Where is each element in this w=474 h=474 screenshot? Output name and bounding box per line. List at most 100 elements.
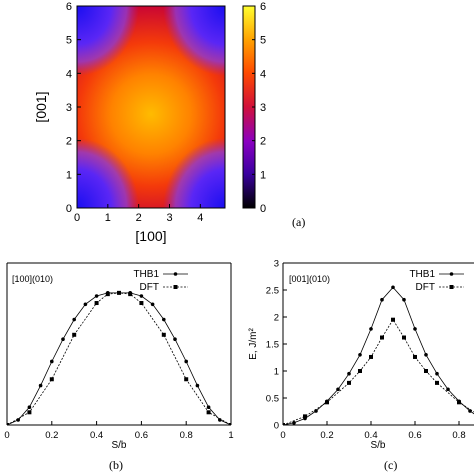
- colorbar-tick-label-4: 4: [260, 68, 266, 80]
- panel-c-ytick-label-4: 2: [274, 313, 279, 324]
- panel-b-series-thb1-point-16: [184, 359, 188, 364]
- panel-b-xtick-label-5: 1: [228, 430, 233, 441]
- panel-c-xtick-label-1: 0.2: [320, 430, 333, 441]
- heatmap-xtick-label-0: 0: [74, 212, 80, 224]
- panel-b-series-dft-point-8: [139, 301, 144, 306]
- panel-c-series-dft-point-9: [413, 354, 417, 359]
- panel-b-series-dft-point-12: [229, 423, 231, 425]
- panel-c-series-thb1-point-6: [347, 371, 351, 376]
- panel-c-series-thb1-point-9: [380, 297, 384, 302]
- panel-c-ytick-label-6: 3: [274, 259, 279, 270]
- panel-c-series-thb1-point-5: [336, 387, 340, 392]
- panel-b-series-thb1-line: [7, 292, 231, 425]
- heatmap-ytick-label-0: 0: [66, 203, 72, 215]
- panel-c-series-dft-point-1: [303, 414, 307, 419]
- panel-c-series-thb1-point-11: [402, 297, 406, 302]
- panel-c-series-thb1-point-14: [435, 371, 439, 376]
- panel-c-series-dft-point-8: [402, 335, 406, 340]
- heatmap-ytick-label-6: 6: [66, 1, 72, 13]
- panel-b-series-thb1-point-12: [139, 294, 144, 298]
- panel-c-series-thb1-point-7: [358, 353, 362, 357]
- panel-b-series-dft-point-6: [117, 290, 121, 295]
- heatmap-corner-low-br: [163, 138, 225, 208]
- panel-c-series-thb1-point-12: [413, 327, 417, 331]
- panel-label-c: (c): [384, 458, 397, 472]
- heatmap-field: [77, 6, 225, 208]
- panel-label-b: (b): [109, 458, 123, 472]
- panel-b-series-thb1-point-15: [173, 337, 177, 342]
- inset-label-b: [100](010): [12, 274, 53, 284]
- inset-label-c: [001](010): [289, 274, 330, 284]
- panel-b-series-dft-point-3: [72, 332, 77, 337]
- ylabel-c: E, J/m²: [248, 328, 259, 360]
- panel-b-series-thb1-point-14: [162, 317, 166, 322]
- panel-b-series-dft-line: [7, 292, 231, 425]
- panel-b-series-dft-point-5: [105, 292, 110, 297]
- legend-c-thb1-marker: [449, 272, 454, 276]
- heatmap-corner-low-bl: [77, 138, 139, 208]
- colorbar-tick-label-5: 5: [260, 35, 266, 47]
- panel-b-series-thb1-point-4: [50, 359, 54, 364]
- panel-b-series-thb1-point-3: [38, 383, 43, 388]
- heatmap-ytick-label-4: 4: [66, 68, 72, 80]
- xlabel-b: S/b: [111, 440, 126, 451]
- panel-b-series-thb1-point-5: [61, 337, 65, 342]
- colorbar-tick-label-0: 0: [260, 203, 266, 215]
- panel-b-xtick-label-2: 0.4: [90, 430, 103, 441]
- panel-c-ytick-label-1: 0.5: [266, 394, 279, 405]
- panel-c-series-dft-point-10: [424, 369, 428, 373]
- panel-b-series-dft-point-1: [27, 410, 32, 415]
- colorbar-tick-label-1: 1: [260, 169, 266, 181]
- panel-c-series-dft-point-12: [457, 400, 461, 405]
- legend-b-dft-marker: [173, 285, 178, 289]
- panel-b-series-dft-point-7: [128, 292, 133, 297]
- heatmap-xtick-label-4: 4: [197, 212, 203, 224]
- colorbar-tick-label-6: 6: [260, 1, 266, 13]
- legend-c-dft-marker: [449, 285, 454, 289]
- panel-c-xtick-label-0: 0: [280, 430, 285, 441]
- heatmap-ylabel: [001]: [33, 91, 49, 122]
- panel-b-xtick-label-3: 0.6: [135, 430, 148, 441]
- panel-c-series-thb1-point-1: [292, 421, 296, 425]
- panel-c-series-thb1-line: [283, 286, 474, 425]
- legend-b-thb1-marker: [173, 272, 178, 276]
- panel-b-series-thb1-point-13: [150, 302, 155, 307]
- panel-c-series-dft-point-2: [325, 400, 329, 405]
- panel-c-xtick-label-3: 0.6: [408, 430, 421, 441]
- panel-c-series-dft-point-6: [380, 335, 384, 340]
- heatmap-ytick-label-5: 5: [66, 35, 72, 47]
- panel-c-series-thb1-point-8: [369, 327, 373, 331]
- panel-c-series-thb1-point-13: [424, 353, 428, 357]
- panel-b-series-thb1-point-8: [94, 294, 99, 298]
- panel-b-series-thb1-point-18: [206, 405, 211, 410]
- panel-b-series-thb1-point-7: [83, 302, 88, 307]
- heatmap-xtick-label-2: 2: [136, 212, 142, 224]
- colorbar-tick-label-2: 2: [260, 136, 266, 148]
- panel-b-series-thb1-point-1: [16, 418, 21, 422]
- panel-c-ytick-label-0: 0: [274, 421, 279, 432]
- panel-c-ytick-label-3: 1.5: [266, 340, 279, 351]
- heatmap-ytick-label-1: 1: [66, 169, 72, 181]
- legend-b: THB1 DFT: [133, 269, 188, 293]
- colorbar-tick-label-3: 3: [260, 102, 266, 114]
- panel-b-series-thb1-point-17: [195, 383, 200, 388]
- panel-c-series-dft-point-7: [391, 317, 395, 322]
- legend-c: THB1 DFT: [409, 269, 464, 293]
- panel-c-ytick-label-2: 1: [274, 367, 279, 378]
- heatmap-corner-low-tr: [163, 6, 225, 76]
- heatmap-corner-low-tl: [77, 6, 139, 76]
- panel-b-series-thb1-point-2: [27, 405, 32, 410]
- line-panel-c: 0 0.2 0.4 0.6 0.8 0 0.5 1 1.5 2 2.5 3 [001](010) TH…: [248, 259, 474, 472]
- panel-b-series-dft-point-9: [161, 332, 166, 337]
- panel-b-series-dft-point-10: [184, 377, 189, 382]
- heatmap-xlabel: [100]: [135, 228, 166, 244]
- line-panel-b: 0 0.2 0.4 0.6 0.8 1 [100](010) THB1 DFT S/b (…: [4, 262, 234, 472]
- panel-c-series-dft-line: [283, 318, 474, 425]
- panel-b-series-thb1-point-6: [72, 317, 76, 322]
- panel-c-xtick-label-2: 0.4: [364, 430, 377, 441]
- panel-b-series-dft-point-11: [206, 410, 211, 415]
- legend-c-thb1: THB1: [409, 269, 435, 280]
- heatmap-xtick-label-3: 3: [166, 212, 172, 224]
- panel-c-series-dft-point-3: [347, 380, 351, 385]
